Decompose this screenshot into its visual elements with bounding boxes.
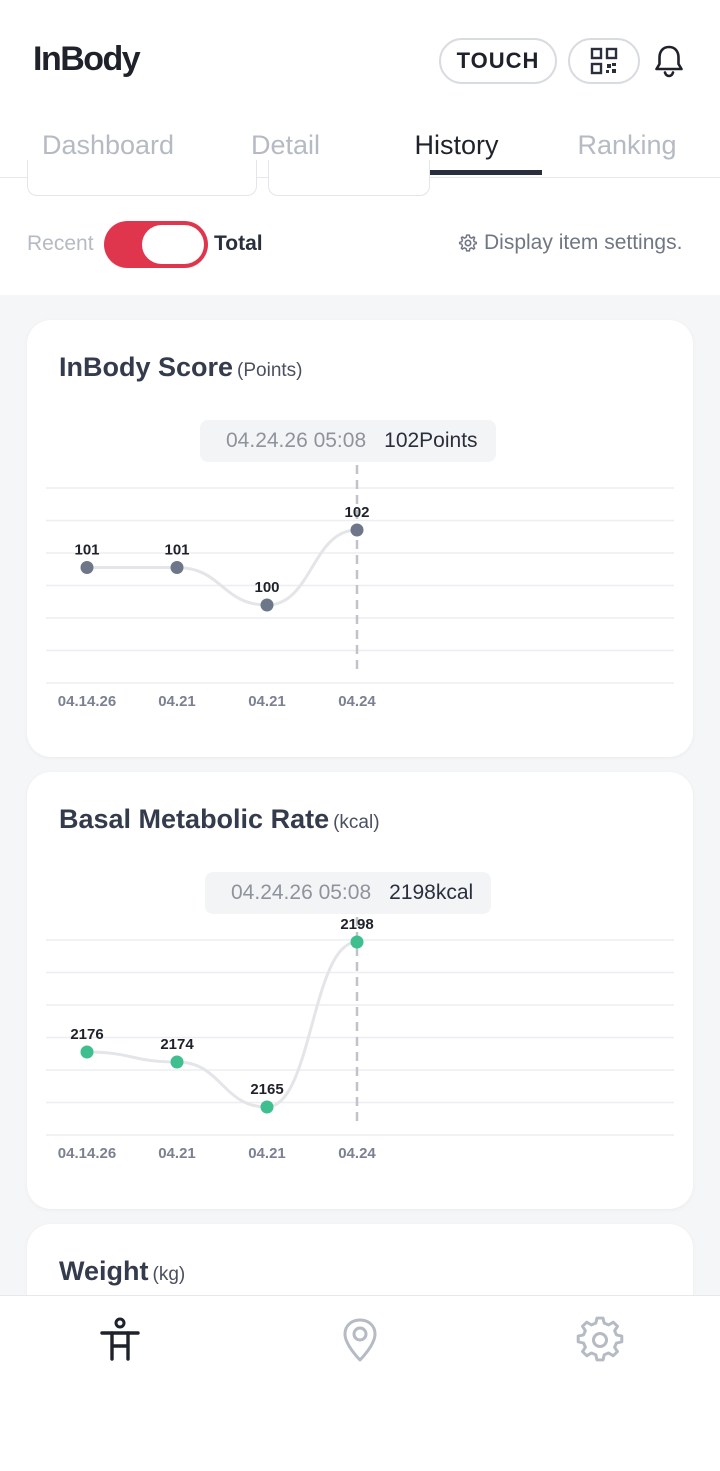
card-title: InBody Score (Points): [59, 352, 303, 383]
x-tick-label: 04.21: [248, 693, 286, 710]
data-point: [260, 1100, 274, 1114]
card-unit: (kg): [152, 1264, 186, 1285]
card-title-text: Weight: [59, 1256, 149, 1286]
qr-code-button[interactable]: [568, 38, 640, 84]
x-tick-label: 04.24: [338, 693, 376, 710]
gear-icon: [458, 234, 478, 252]
weight-card[interactable]: Weight (kg): [27, 1224, 693, 1295]
location-pin-icon[interactable]: [336, 1316, 384, 1364]
data-label: 102: [344, 504, 369, 521]
touch-button-label: TOUCH: [456, 48, 540, 73]
active-tab-indicator: [371, 170, 542, 175]
data-point: [350, 523, 364, 537]
bmr-chart[interactable]: 2176 04.14.26 2174 04.21 2165 04.21 2198 04.24: [27, 772, 693, 1209]
inbody-logo: InBody: [33, 40, 141, 78]
period-filter-chip[interactable]: [27, 160, 257, 196]
toggle-knob: [142, 225, 204, 264]
card-title: Basal Metabolic Rate (kcal): [59, 804, 380, 835]
data-point: [170, 561, 184, 574]
inbody-score-card[interactable]: InBody Score (Points) 04.24.26 05:08 102P…: [27, 320, 693, 757]
tooltip-value: 102Points: [384, 429, 478, 452]
card-unit: (kcal): [333, 812, 380, 833]
x-tick-label: 04.14.26: [58, 1145, 116, 1162]
x-tick-label: 04.21: [248, 1145, 286, 1162]
tab-ranking[interactable]: Ranking: [577, 129, 677, 160]
data-label: 101: [164, 542, 189, 559]
settings-gear-icon[interactable]: [576, 1316, 624, 1364]
touch-button[interactable]: TOUCH: [439, 38, 557, 84]
tab-history[interactable]: History: [414, 129, 499, 160]
data-point: [80, 1045, 94, 1059]
app-header: InBody TOUCH: [0, 0, 720, 112]
selected-point-tooltip: 04.24.26 05:08 2198kcal: [205, 872, 492, 914]
selected-point-tooltip: 04.24.26 05:08 102Points: [200, 420, 496, 462]
data-label: 2176: [70, 1026, 103, 1043]
card-title-text: Basal Metabolic Rate: [59, 804, 330, 834]
data-label: 2198: [340, 916, 373, 933]
series-line: [87, 528, 358, 607]
qr-code-icon: [590, 47, 618, 75]
bottom-navigation: [0, 1295, 720, 1471]
card-unit: (Points): [237, 360, 303, 381]
x-tick-label: 04.21: [158, 693, 196, 710]
display-item-settings-label: Display item settings.: [484, 231, 683, 254]
recent-label: Recent: [27, 232, 94, 255]
data-label: 2165: [250, 1081, 283, 1098]
series-line: [86, 940, 358, 1109]
device-filter-chip[interactable]: [268, 160, 430, 196]
inbody-score-chart[interactable]: 101 04.14.26 101 04.21 100 04.21 102 04.24: [27, 320, 693, 757]
recent-total-toggle[interactable]: [104, 221, 208, 268]
display-item-settings-button[interactable]: Display item settings.: [458, 231, 682, 255]
data-label: 101: [74, 542, 99, 559]
total-label: Total: [214, 232, 263, 255]
tooltip-date: 04.24.26 05:08: [231, 881, 372, 904]
data-point: [350, 935, 364, 949]
data-label: 2174: [160, 1036, 194, 1053]
data-point: [80, 561, 94, 574]
tooltip-date: 04.24.26 05:08: [226, 429, 367, 452]
data-point: [260, 598, 274, 612]
tab-dashboard[interactable]: Dashboard: [41, 129, 175, 160]
data-point: [170, 1055, 184, 1069]
tooltip-value: 2198kcal: [389, 881, 474, 904]
x-tick-label: 04.14.26: [58, 693, 116, 710]
body-icon[interactable]: [96, 1316, 144, 1364]
data-label: 100: [254, 579, 279, 596]
x-tick-label: 04.24: [338, 1145, 376, 1162]
notification-bell-icon[interactable]: [650, 42, 688, 80]
tab-detail[interactable]: Detail: [250, 129, 321, 160]
bmr-card[interactable]: Basal Metabolic Rate (kcal) 04.24.26 05:0…: [27, 772, 693, 1209]
card-title-text: InBody Score: [59, 352, 234, 382]
card-title: Weight (kg): [59, 1256, 185, 1287]
x-tick-label: 04.21: [158, 1145, 196, 1162]
history-content[interactable]: InBody Score (Points) 04.24.26 05:08 102P…: [0, 295, 720, 1295]
